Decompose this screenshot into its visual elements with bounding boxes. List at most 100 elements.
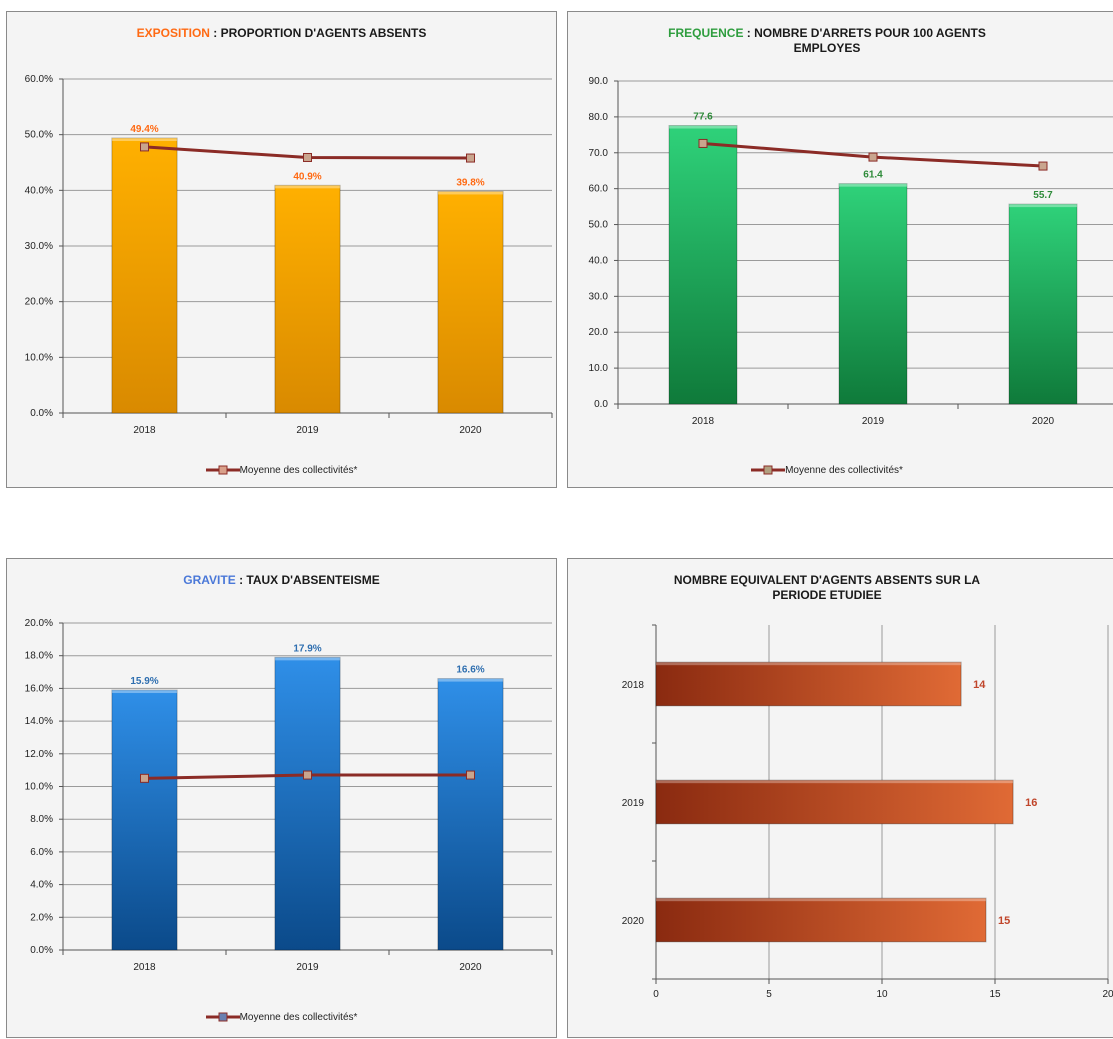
- equivalent-x-tick-label: 20: [1102, 989, 1113, 1000]
- frequence-bar: [668, 125, 738, 405]
- frequence-y-tick-label: 10.0: [589, 363, 609, 374]
- equivalent-category-label: 2020: [622, 916, 645, 927]
- frequence-y-tick-label: 90.0: [589, 76, 609, 87]
- gravite-title-keyword: GRAVITE: [183, 573, 236, 587]
- equivalent-category-label: 2019: [622, 798, 645, 809]
- equivalent-category-label: 2018: [622, 680, 645, 691]
- gravite-bar-label: 16.6%: [456, 665, 484, 676]
- equivalent-bar-highlight: [656, 662, 962, 666]
- exposition-bar-label: 40.9%: [293, 171, 321, 182]
- equivalent-bar-label: 16: [1025, 797, 1037, 809]
- frequence-title-line2: EMPLOYES: [793, 41, 861, 55]
- exposition-y-tick-label: 60.0%: [25, 74, 53, 85]
- equivalent-chart-plot: 0 5 10 15 20 14 2018 16 2019 15 2020: [622, 624, 1113, 1000]
- equivalent-bar: [655, 897, 987, 943]
- frequence-average-point: [868, 152, 878, 162]
- equivalent-x-tick-label: 15: [989, 989, 1001, 1000]
- exposition-chart-title: EXPOSITION : PROPORTION D'AGENTS ABSENTS: [7, 26, 556, 41]
- gravite-average-point: [140, 773, 149, 783]
- exposition-chart-panel: EXPOSITION : PROPORTION D'AGENTS ABSENTS…: [6, 11, 557, 488]
- frequence-legend-label: Moyenne des collectivités*: [785, 465, 903, 476]
- exposition-title-text: : PROPORTION D'AGENTS ABSENTS: [209, 26, 427, 40]
- gravite-y-tick-label: 14.0%: [25, 716, 53, 727]
- frequence-y-tick-label: 20.0: [589, 327, 609, 338]
- equivalent-bar: [655, 779, 1014, 825]
- equivalent-x-tick-label: 0: [653, 989, 659, 1000]
- exposition-bar: [437, 190, 504, 414]
- gravite-category-label: 2019: [296, 962, 319, 973]
- frequence-bar-label: 77.6: [693, 112, 713, 123]
- exposition-legend: Moyenne des collectivités*: [7, 465, 556, 476]
- exposition-average-point: [303, 152, 312, 162]
- frequence-chart-plot: 0.0 10.0 20.0 30.0 40.0 50.0 60.0 70.0 80.0 90.0 7…: [589, 76, 1113, 427]
- frequence-y-tick-label: 50.0: [589, 220, 609, 231]
- exposition-legend-label: Moyenne des collectivités*: [239, 465, 358, 476]
- frequence-y-tick-label: 0.0: [594, 399, 608, 410]
- equivalent-title-line1: NOMBRE EQUIVALENT D'AGENTS ABSENTS SUR L…: [673, 573, 981, 587]
- gravite-legend: Moyenne des collectivités*: [7, 1012, 556, 1023]
- equivalent-bar: [655, 661, 962, 707]
- frequence-title-text: : NOMBRE D'ARRETS POUR 100 AGENTS: [743, 26, 986, 40]
- gravite-chart-title: GRAVITE : TAUX D'ABSENTEISME: [7, 573, 556, 588]
- exposition-y-tick-label: 50.0%: [25, 130, 53, 141]
- equivalent-title-line2: PERIODE ETUDIEE: [772, 588, 882, 602]
- frequence-bar-label: 61.4: [863, 170, 883, 181]
- gravite-bar-label: 15.9%: [130, 676, 158, 687]
- gravite-bar-label: 17.9%: [293, 643, 321, 654]
- frequence-y-tick-label: 30.0: [589, 291, 609, 302]
- gravite-bar: [111, 689, 178, 951]
- exposition-bar-highlight: [274, 185, 341, 189]
- exposition-y-tick-label: 30.0%: [25, 241, 53, 252]
- exposition-y-tick-label: 10.0%: [25, 352, 53, 363]
- exposition-y-tick-label: 40.0%: [25, 185, 53, 196]
- gravite-chart-plot: 0.0% 2.0% 4.0% 6.0% 8.0% 10.0% 12.0% 14.0% 16.0%…: [25, 618, 553, 973]
- frequence-bar: [1008, 203, 1078, 405]
- exposition-y-tick-label: 0.0%: [30, 408, 53, 419]
- gravite-y-tick-label: 2.0%: [30, 912, 53, 923]
- exposition-category-label: 2019: [296, 425, 319, 436]
- frequence-y-tick-label: 40.0: [589, 255, 609, 266]
- exposition-bar-label: 39.8%: [456, 177, 484, 188]
- equivalent-bar-label: 14: [973, 679, 986, 691]
- gravite-y-tick-label: 12.0%: [25, 749, 53, 760]
- exposition-bar-highlight: [111, 138, 178, 142]
- gravite-legend-label: Moyenne des collectivités*: [239, 1012, 358, 1023]
- gravite-title-text: : TAUX D'ABSENTEISME: [235, 573, 380, 587]
- equivalent-x-tick-label: 5: [766, 989, 772, 1000]
- exposition-category-label: 2018: [133, 425, 156, 436]
- frequence-average-point: [1038, 161, 1048, 171]
- gravite-bar-highlight: [437, 678, 504, 682]
- gravite-category-label: 2018: [133, 962, 156, 973]
- legend-line-marker-icon: [751, 465, 786, 475]
- equivalent-bar-highlight: [656, 898, 986, 902]
- frequence-category-label: 2018: [692, 416, 715, 427]
- frequence-bar-highlight: [839, 183, 907, 187]
- equivalent-bar-highlight: [656, 780, 1014, 784]
- frequence-y-tick-label: 60.0: [589, 184, 609, 195]
- frequence-bar-label: 55.7: [1033, 190, 1053, 201]
- gravite-bar: [437, 678, 504, 951]
- exposition-title-keyword: EXPOSITION: [136, 26, 210, 40]
- frequence-y-tick-label: 70.0: [589, 148, 609, 159]
- gravite-y-tick-label: 16.0%: [25, 683, 53, 694]
- gravite-average-point: [303, 770, 312, 780]
- equivalent-bar-label: 15: [998, 915, 1010, 927]
- gravite-average-point: [466, 770, 475, 780]
- frequence-category-label: 2019: [862, 416, 885, 427]
- frequence-bar: [838, 183, 908, 405]
- gravite-category-label: 2020: [459, 962, 482, 973]
- frequence-bar-highlight: [669, 125, 737, 129]
- gravite-y-tick-label: 4.0%: [30, 880, 53, 891]
- gravite-chart-panel: GRAVITE : TAUX D'ABSENTEISME 0.0% 2.0% 4.0…: [6, 558, 557, 1038]
- equivalent-chart-title: NOMBRE EQUIVALENT D'AGENTS ABSENTS SUR L…: [568, 573, 1113, 603]
- gravite-y-tick-label: 18.0%: [25, 651, 53, 662]
- gravite-y-tick-label: 20.0%: [25, 618, 53, 629]
- legend-line-marker-icon: [205, 1012, 240, 1022]
- frequence-y-tick-label: 80.0: [589, 112, 609, 123]
- legend-line-marker-icon: [205, 465, 240, 475]
- exposition-bar: [111, 137, 178, 414]
- exposition-bar-label: 49.4%: [130, 124, 158, 135]
- exposition-bar: [274, 184, 341, 414]
- gravite-y-tick-label: 0.0%: [30, 945, 53, 956]
- frequence-chart-panel: FREQUENCE : NOMBRE D'ARRETS POUR 100 AGE…: [567, 11, 1113, 488]
